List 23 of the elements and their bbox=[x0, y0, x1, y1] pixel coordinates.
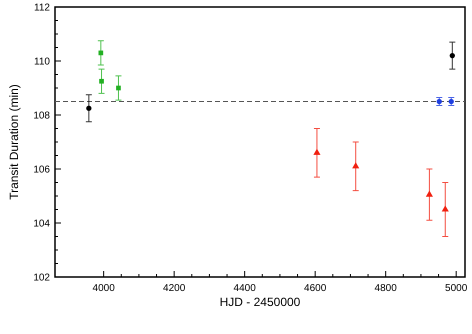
y-tick-label: 108 bbox=[33, 110, 50, 122]
x-tick-label: 4400 bbox=[234, 283, 256, 294]
y-tick-label: 102 bbox=[33, 272, 50, 284]
point bbox=[99, 78, 104, 84]
point bbox=[450, 52, 455, 58]
y-tick-label: 106 bbox=[33, 164, 50, 176]
point bbox=[98, 50, 104, 56]
y-tick-label: 112 bbox=[34, 2, 50, 14]
y-tick-label: 104 bbox=[33, 218, 50, 230]
point bbox=[426, 190, 433, 197]
x-tick-label: 4200 bbox=[163, 283, 186, 294]
point bbox=[313, 148, 320, 155]
point bbox=[442, 205, 449, 212]
point bbox=[86, 106, 92, 111]
point bbox=[116, 86, 121, 90]
x-axis-title: HJD - 2450000 bbox=[220, 295, 301, 309]
y-axis-title: Transit Duration (min) bbox=[7, 84, 21, 200]
x-tick-label: 4600 bbox=[304, 283, 327, 294]
point bbox=[352, 162, 360, 168]
x-tick-label: 5000 bbox=[445, 283, 468, 294]
x-tick-label: 4000 bbox=[92, 283, 116, 294]
y-tick-label: 110 bbox=[34, 56, 50, 68]
x-tick-label: 4800 bbox=[374, 283, 398, 294]
